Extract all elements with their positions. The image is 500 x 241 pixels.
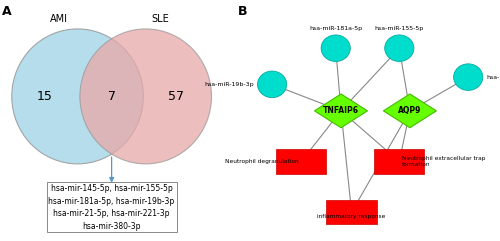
Text: hsa-miR-181a-5p: hsa-miR-181a-5p [309,26,362,31]
Text: Neutrophil extracellular trap
formation: Neutrophil extracellular trap formation [402,156,485,167]
Text: A: A [2,5,12,18]
Text: hsa-mir-145-5p, hsa-mir-155-5p
hsa-mir-181a-5p, hsa-mir-19b-3p
hsa-mir-21-5p, hs: hsa-mir-145-5p, hsa-mir-155-5p hsa-mir-1… [48,184,175,230]
Text: 7: 7 [108,90,116,103]
Circle shape [258,71,286,98]
Polygon shape [314,94,368,128]
Circle shape [321,35,350,61]
Text: hsa-miR-19b-3p: hsa-miR-19b-3p [204,82,254,87]
Polygon shape [384,94,436,128]
Circle shape [454,64,483,90]
Circle shape [12,29,143,164]
Text: SLE: SLE [151,14,168,24]
FancyBboxPatch shape [326,200,377,224]
Circle shape [80,29,212,164]
Text: B: B [238,5,247,18]
Text: hsa-miR-155-5p: hsa-miR-155-5p [374,26,424,31]
Text: 57: 57 [168,90,184,103]
Text: AQP9: AQP9 [398,106,421,115]
Text: inflammatory response: inflammatory response [318,214,386,220]
Text: 15: 15 [36,90,52,103]
FancyBboxPatch shape [276,149,326,174]
Text: hsa-miR-380-3p: hsa-miR-380-3p [487,75,500,80]
Text: AMI: AMI [50,14,68,24]
Circle shape [384,35,414,61]
Text: TNFAIP6: TNFAIP6 [323,106,359,115]
Text: Neutrophil degranulation: Neutrophil degranulation [225,159,298,164]
FancyBboxPatch shape [374,149,424,174]
